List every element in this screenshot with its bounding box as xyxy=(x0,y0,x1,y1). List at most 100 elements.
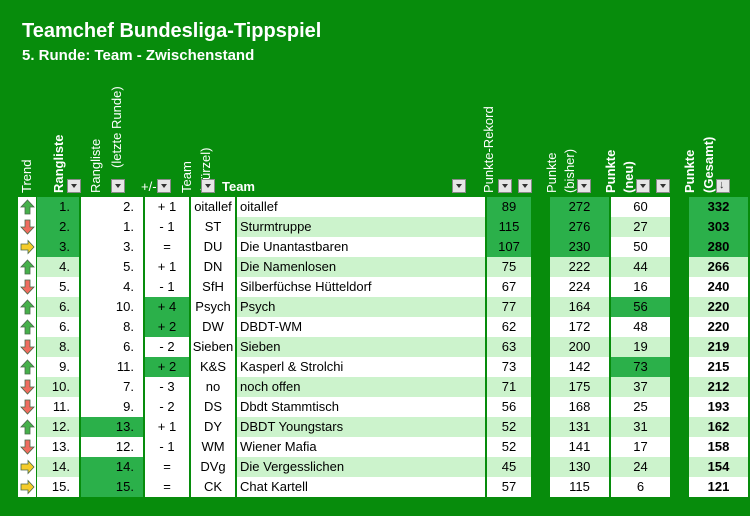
diff-cell[interactable]: - 1 xyxy=(145,217,189,237)
punkte-neu-cell[interactable]: 19 xyxy=(611,337,670,357)
spacer-cell[interactable] xyxy=(672,437,687,457)
prev-rank-cell[interactable]: 5. xyxy=(81,257,143,277)
diff-cell[interactable]: - 3 xyxy=(145,377,189,397)
team-abbr-cell[interactable]: DN xyxy=(191,257,235,277)
team-name-cell[interactable]: Die Vergesslichen xyxy=(237,457,485,477)
spacer-cell[interactable] xyxy=(672,217,687,237)
rank-cell[interactable]: 12. xyxy=(37,417,79,437)
team-name-cell[interactable]: DBDT Youngstars xyxy=(237,417,485,437)
spacer-cell[interactable] xyxy=(672,357,687,377)
punkte-gesamt-cell[interactable]: 220 xyxy=(689,317,748,337)
diff-cell[interactable]: + 4 xyxy=(145,297,189,317)
spacer-cell[interactable] xyxy=(533,437,548,457)
diff-cell[interactable]: + 2 xyxy=(145,357,189,377)
punkte-gesamt-cell[interactable]: 193 xyxy=(689,397,748,417)
team-abbr-cell[interactable]: DVg xyxy=(191,457,235,477)
punkte-gesamt-cell[interactable]: 266 xyxy=(689,257,748,277)
spacer-cell[interactable] xyxy=(672,197,687,217)
rekord-cell[interactable]: 62 xyxy=(487,317,531,337)
punkte-bisher-cell[interactable]: 175 xyxy=(550,377,609,397)
rank-cell[interactable]: 10. xyxy=(37,377,79,397)
punkte-gesamt-cell[interactable]: 303 xyxy=(689,217,748,237)
rank-cell[interactable]: 3. xyxy=(37,237,79,257)
punkte-bisher-cell[interactable]: 200 xyxy=(550,337,609,357)
rekord-cell[interactable]: 115 xyxy=(487,217,531,237)
punkte-gesamt-cell[interactable]: 220 xyxy=(689,297,748,317)
punkte-gesamt-cell[interactable]: 280 xyxy=(689,237,748,257)
diff-cell[interactable]: - 1 xyxy=(145,437,189,457)
punkte-gesamt-cell[interactable]: 158 xyxy=(689,437,748,457)
rekord-cell[interactable]: 57 xyxy=(487,477,531,497)
punkte-neu-cell[interactable]: 27 xyxy=(611,217,670,237)
spacer-cell[interactable] xyxy=(533,417,548,437)
punkte-neu-cell[interactable]: 37 xyxy=(611,377,670,397)
team-abbr-cell[interactable]: Sieben xyxy=(191,337,235,357)
team-name-cell[interactable]: Kasperl & Strolchi xyxy=(237,357,485,377)
sort-descending-icon[interactable] xyxy=(716,179,730,193)
team-name-cell[interactable]: oitallef xyxy=(237,197,485,217)
team-name-cell[interactable]: noch offen xyxy=(237,377,485,397)
team-abbr-cell[interactable]: DW xyxy=(191,317,235,337)
spacer-cell[interactable] xyxy=(672,297,687,317)
prev-rank-cell[interactable]: 8. xyxy=(81,317,143,337)
team-abbr-cell[interactable]: DY xyxy=(191,417,235,437)
rekord-cell[interactable]: 73 xyxy=(487,357,531,377)
team-name-cell[interactable]: DBDT-WM xyxy=(237,317,485,337)
team-abbr-cell[interactable]: CK xyxy=(191,477,235,497)
prev-rank-cell[interactable]: 2. xyxy=(81,197,143,217)
punkte-gesamt-cell[interactable]: 162 xyxy=(689,417,748,437)
team-name-cell[interactable]: Wiener Mafia xyxy=(237,437,485,457)
filter-dropdown-icon[interactable] xyxy=(201,179,215,193)
spacer-cell[interactable] xyxy=(672,477,687,497)
punkte-bisher-cell[interactable]: 230 xyxy=(550,237,609,257)
punkte-neu-cell[interactable]: 17 xyxy=(611,437,670,457)
punkte-neu-cell[interactable]: 60 xyxy=(611,197,670,217)
rekord-cell[interactable]: 107 xyxy=(487,237,531,257)
filter-dropdown-icon[interactable] xyxy=(67,179,81,193)
prev-rank-cell[interactable]: 11. xyxy=(81,357,143,377)
punkte-bisher-cell[interactable]: 115 xyxy=(550,477,609,497)
rank-cell[interactable]: 14. xyxy=(37,457,79,477)
spacer-cell[interactable] xyxy=(533,337,548,357)
filter-dropdown-icon[interactable] xyxy=(518,179,532,193)
prev-rank-cell[interactable]: 4. xyxy=(81,277,143,297)
spacer-cell[interactable] xyxy=(672,237,687,257)
rekord-cell[interactable]: 45 xyxy=(487,457,531,477)
punkte-gesamt-cell[interactable]: 121 xyxy=(689,477,748,497)
punkte-bisher-cell[interactable]: 276 xyxy=(550,217,609,237)
filter-dropdown-icon[interactable] xyxy=(157,179,171,193)
punkte-gesamt-cell[interactable]: 332 xyxy=(689,197,748,217)
punkte-neu-cell[interactable]: 44 xyxy=(611,257,670,277)
spacer-cell[interactable] xyxy=(672,277,687,297)
prev-rank-cell[interactable]: 10. xyxy=(81,297,143,317)
rekord-cell[interactable]: 63 xyxy=(487,337,531,357)
punkte-neu-cell[interactable]: 31 xyxy=(611,417,670,437)
team-name-cell[interactable]: Psych xyxy=(237,297,485,317)
rekord-cell[interactable]: 89 xyxy=(487,197,531,217)
punkte-bisher-cell[interactable]: 142 xyxy=(550,357,609,377)
punkte-bisher-cell[interactable]: 168 xyxy=(550,397,609,417)
prev-rank-cell[interactable]: 6. xyxy=(81,337,143,357)
filter-dropdown-icon[interactable] xyxy=(452,179,466,193)
team-name-cell[interactable]: Sieben xyxy=(237,337,485,357)
filter-dropdown-icon[interactable] xyxy=(636,179,650,193)
rekord-cell[interactable]: 52 xyxy=(487,417,531,437)
punkte-bisher-cell[interactable]: 272 xyxy=(550,197,609,217)
filter-dropdown-icon[interactable] xyxy=(498,179,512,193)
punkte-neu-cell[interactable]: 50 xyxy=(611,237,670,257)
filter-dropdown-icon[interactable] xyxy=(656,179,670,193)
rank-cell[interactable]: 4. xyxy=(37,257,79,277)
punkte-neu-cell[interactable]: 24 xyxy=(611,457,670,477)
team-name-cell[interactable]: Silberfüchse Hütteldorf xyxy=(237,277,485,297)
rekord-cell[interactable]: 67 xyxy=(487,277,531,297)
rank-cell[interactable]: 9. xyxy=(37,357,79,377)
punkte-gesamt-cell[interactable]: 219 xyxy=(689,337,748,357)
spacer-cell[interactable] xyxy=(533,357,548,377)
punkte-gesamt-cell[interactable]: 215 xyxy=(689,357,748,377)
punkte-bisher-cell[interactable]: 141 xyxy=(550,437,609,457)
team-abbr-cell[interactable]: DS xyxy=(191,397,235,417)
rekord-cell[interactable]: 75 xyxy=(487,257,531,277)
team-abbr-cell[interactable]: oitallef xyxy=(191,197,235,217)
team-name-cell[interactable]: Die Namenlosen xyxy=(237,257,485,277)
punkte-gesamt-cell[interactable]: 240 xyxy=(689,277,748,297)
